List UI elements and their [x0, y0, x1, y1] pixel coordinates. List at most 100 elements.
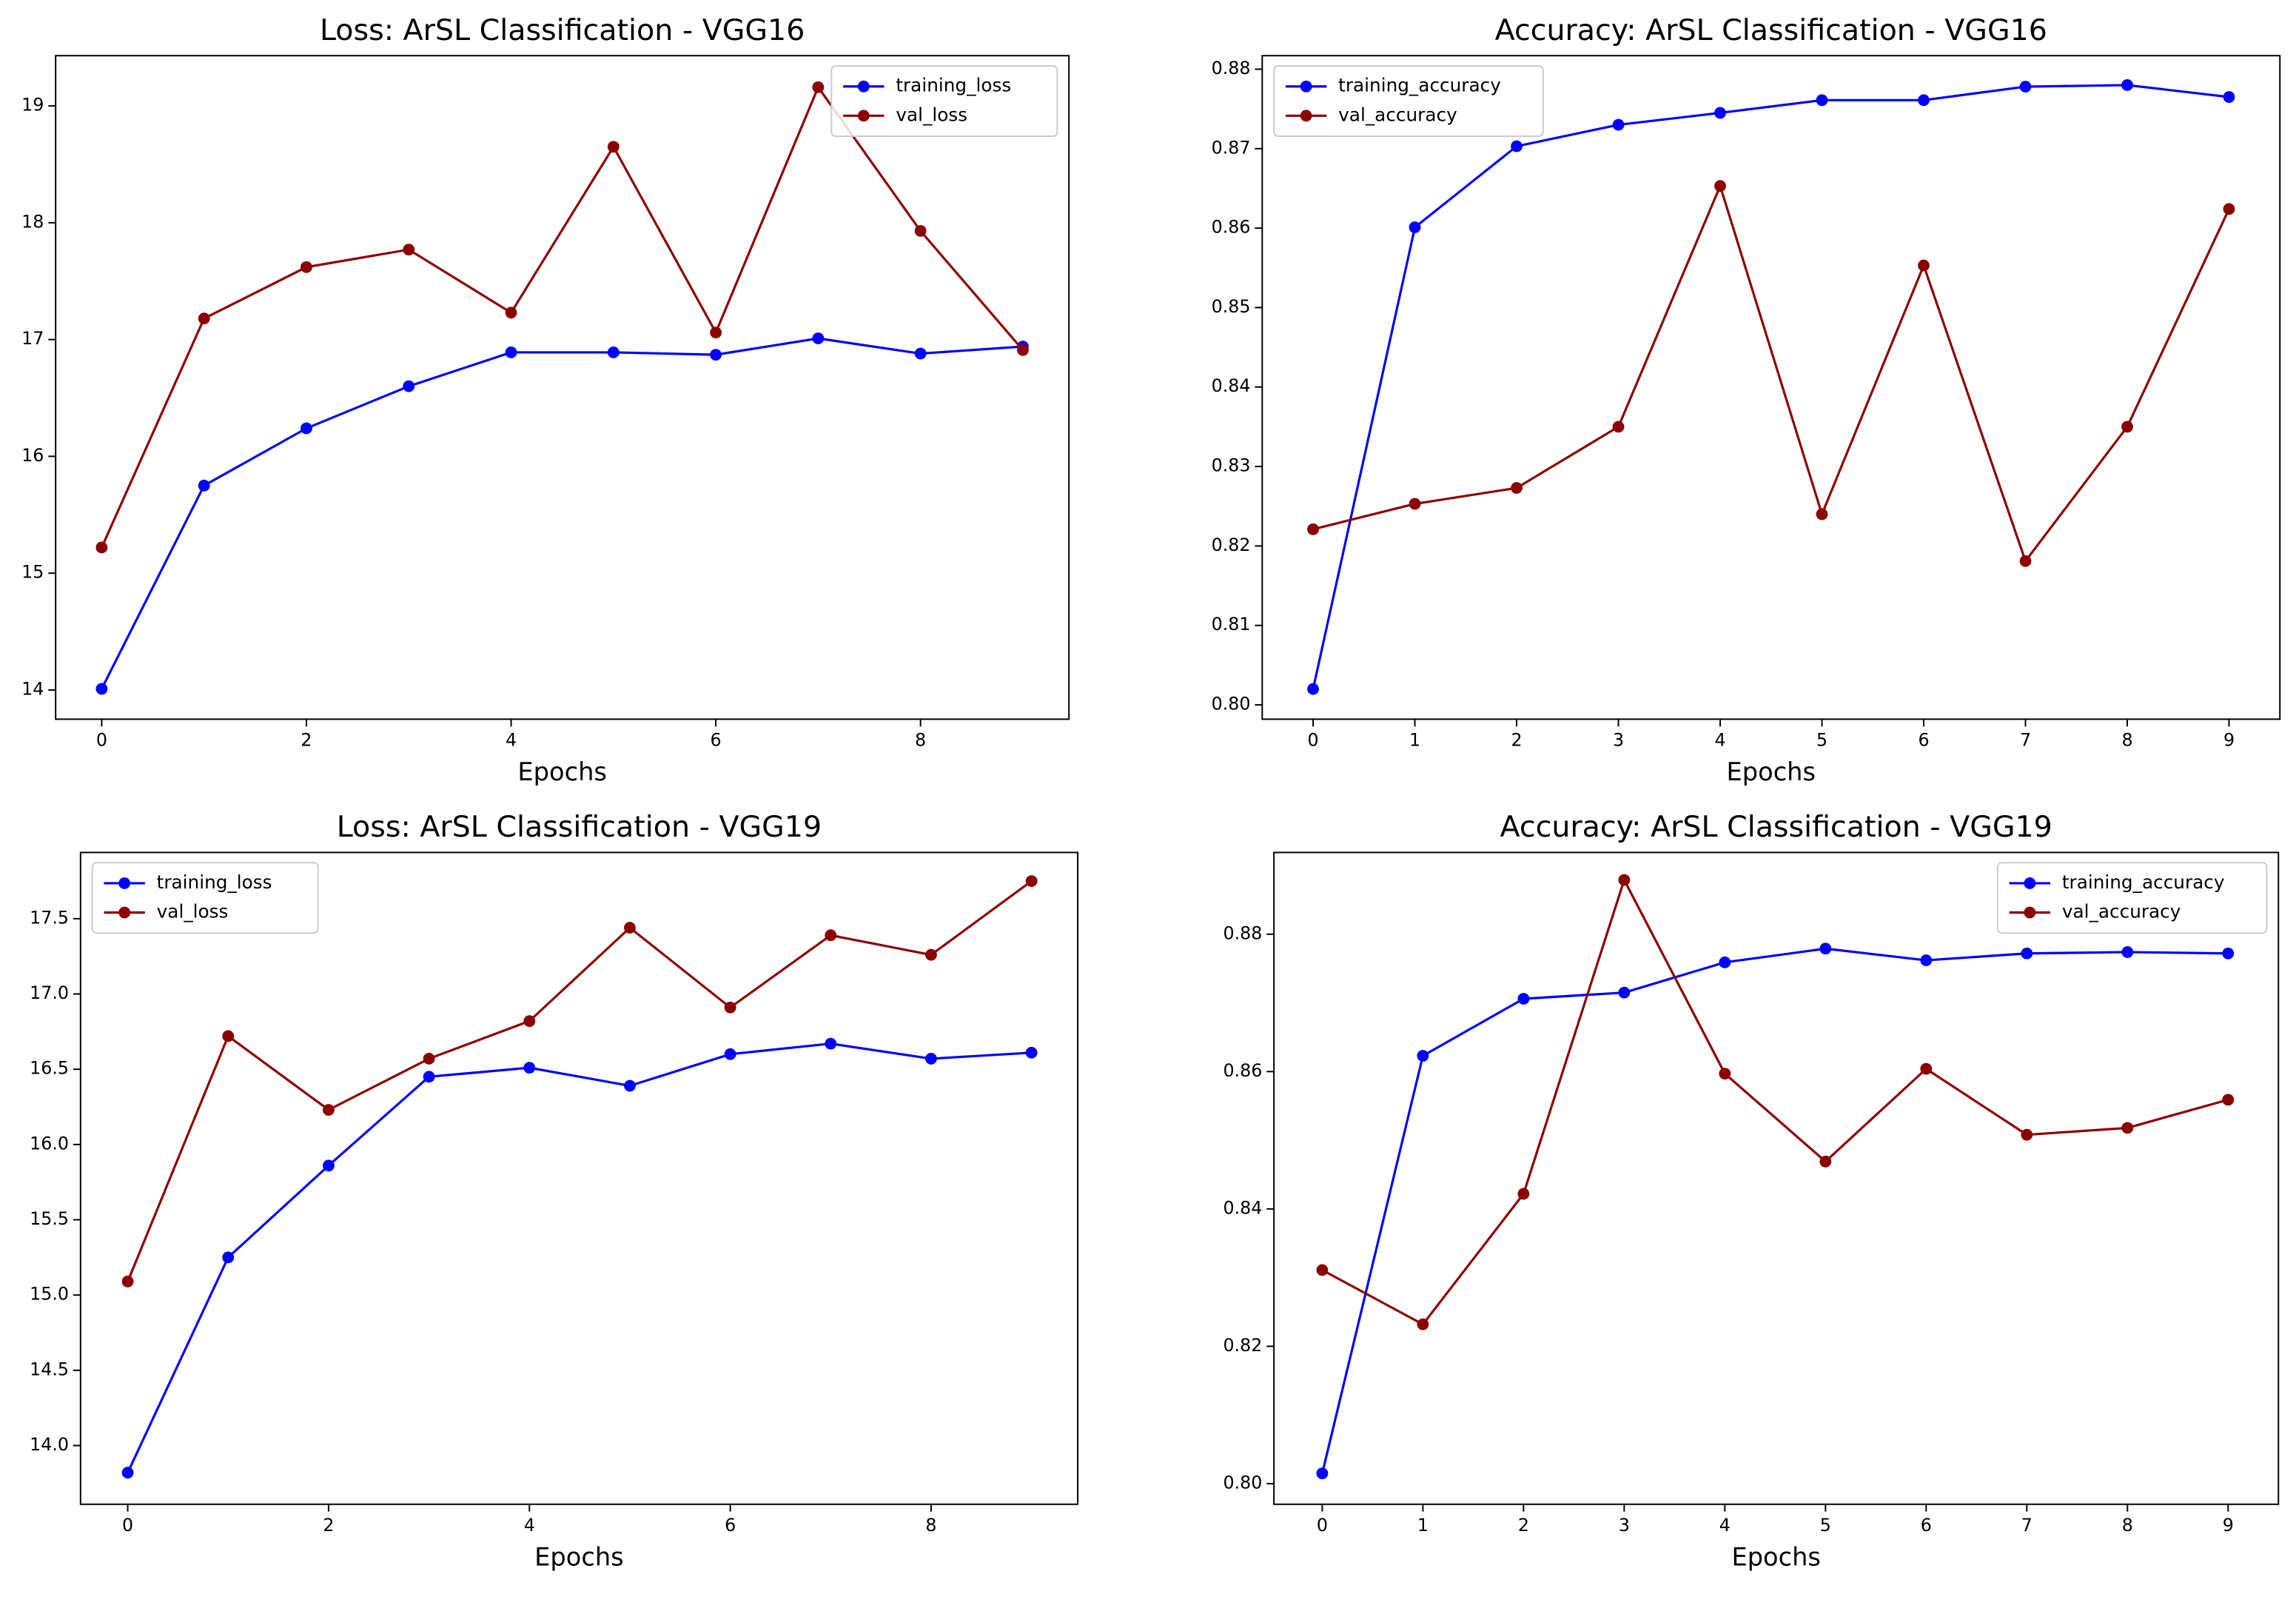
- point: [1719, 1068, 1731, 1080]
- point: [710, 327, 722, 339]
- point: [505, 307, 517, 319]
- y-tick-label: 0.86: [1212, 217, 1251, 238]
- point: [2121, 1122, 2134, 1134]
- point: [1517, 993, 1530, 1005]
- legend-marker: [857, 110, 870, 122]
- point: [403, 380, 415, 392]
- point: [1819, 1155, 1832, 1168]
- x-tick-label: 0: [1308, 730, 1319, 751]
- series-line: [1320, 947, 2229, 1474]
- y-tick-label: 19: [21, 95, 44, 115]
- x-tick-label: 4: [1714, 730, 1725, 751]
- point: [1714, 107, 1726, 119]
- point: [1920, 954, 1933, 966]
- legend-marker: [118, 877, 131, 889]
- point: [825, 1037, 837, 1050]
- x-tick-label: 6: [711, 730, 722, 751]
- point: [1612, 118, 1625, 131]
- y-tick-label: 0.82: [1223, 1335, 1262, 1356]
- chart-title: Accuracy: ArSL Classification - VGG19: [1500, 810, 2052, 844]
- point: [423, 1053, 435, 1065]
- point: [1816, 508, 1828, 520]
- x-tick-label: 2: [323, 1515, 334, 1536]
- legend-frame: [830, 65, 1058, 137]
- x-tick-label: 2: [1511, 730, 1522, 751]
- series-line: [1312, 182, 2230, 564]
- point: [198, 312, 210, 325]
- point: [2222, 947, 2235, 960]
- point: [812, 81, 825, 93]
- point: [1714, 180, 1726, 192]
- legend-label: training_loss: [896, 75, 1011, 96]
- legend-label: training_accuracy: [2062, 871, 2225, 893]
- point: [925, 948, 937, 961]
- x-tick-label: 1: [1417, 1515, 1429, 1536]
- legend-marker: [1300, 110, 1312, 122]
- x-tick-label: 4: [1719, 1515, 1731, 1536]
- point: [1511, 482, 1523, 494]
- x-axis-label: Epochs: [517, 757, 606, 786]
- point: [1409, 221, 1421, 233]
- legend-label: val_accuracy: [1338, 104, 1457, 125]
- legend-marker: [2024, 906, 2036, 919]
- y-tick-label: 0.81: [1212, 614, 1251, 635]
- point: [1409, 498, 1421, 510]
- legend-frame: [1996, 862, 2268, 934]
- point: [1618, 986, 1631, 999]
- chart-title: Loss: ArSL Classification - VGG16: [320, 13, 805, 47]
- point: [812, 332, 825, 344]
- x-tick-label: 8: [2121, 730, 2132, 751]
- legend-frame: [91, 862, 319, 934]
- x-axis-label: Epochs: [534, 1542, 623, 1571]
- point: [505, 346, 517, 358]
- chart: Accuracy: ArSL Classification - VGG16 Epo…: [1212, 13, 2281, 786]
- point: [1307, 523, 1319, 535]
- legend-frame: [1273, 65, 1544, 137]
- point: [301, 422, 312, 435]
- point: [198, 479, 210, 492]
- point: [323, 1159, 335, 1172]
- point: [2223, 203, 2235, 215]
- point: [323, 1104, 335, 1116]
- y-tick-label: 16.5: [30, 1058, 69, 1079]
- plot-frame: [79, 851, 1079, 1505]
- x-tick-label: 9: [2223, 730, 2235, 751]
- y-tick-label: 17.5: [30, 907, 69, 928]
- point: [925, 1053, 937, 1065]
- y-tick-label: 15.5: [30, 1208, 69, 1229]
- point: [121, 1467, 134, 1479]
- point: [222, 1251, 235, 1264]
- y-tick-label: 0.80: [1212, 694, 1251, 714]
- point: [1316, 1467, 1329, 1479]
- point: [1307, 683, 1319, 695]
- point: [2121, 945, 2134, 958]
- x-tick-label: 4: [524, 1515, 535, 1536]
- x-tick-label: 7: [2021, 1515, 2033, 1536]
- y-tick-label: 15: [21, 562, 44, 583]
- x-tick-label: 2: [1518, 1515, 1529, 1536]
- point: [301, 261, 312, 273]
- legend-marker: [2024, 877, 2036, 889]
- point: [121, 1275, 134, 1288]
- point: [1918, 259, 1930, 272]
- x-tick-label: 7: [2020, 730, 2031, 751]
- x-tick-label: 8: [2122, 1515, 2133, 1536]
- y-tick-label: 0.88: [1223, 923, 1262, 943]
- y-tick-label: 14.5: [30, 1359, 69, 1379]
- legend-marker: [857, 80, 870, 93]
- chart: Accuracy: ArSL Classification - VGG19 Epo…: [1223, 810, 2280, 1571]
- point: [2021, 947, 2033, 960]
- x-axis-label: Epochs: [1727, 757, 1816, 786]
- x-tick-label: 3: [1613, 730, 1624, 751]
- x-tick-label: 8: [915, 730, 926, 751]
- point: [1017, 344, 1029, 356]
- x-tick-label: 5: [1820, 1515, 1831, 1536]
- point: [710, 349, 722, 361]
- point: [914, 347, 927, 360]
- chart-title: Accuracy: ArSL Classification - VGG16: [1495, 13, 2047, 47]
- point: [914, 224, 927, 237]
- chart: Loss: ArSL Classification - VGG16 Epochs 0…: [21, 13, 1070, 786]
- point: [1612, 421, 1625, 433]
